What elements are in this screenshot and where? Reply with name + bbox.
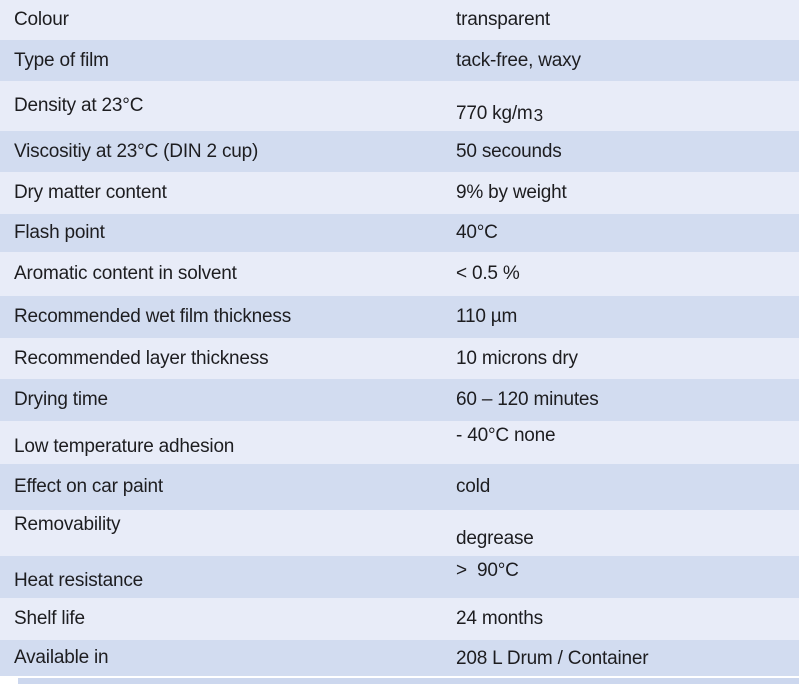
- property-label: Aromatic content in solvent: [14, 263, 237, 285]
- table-row: Heat resistance > 90°C: [0, 556, 799, 598]
- property-value: 50 secounds: [456, 140, 562, 162]
- property-label: Dry matter content: [14, 182, 167, 204]
- property-value: 10 microns dry: [456, 347, 578, 369]
- property-value: - 40°C none: [456, 425, 556, 446]
- table-row: Low temperature adhesion - 40°C none: [0, 421, 799, 464]
- table-row: Viscositiy at 23°C (DIN 2 cup) 50 secoun…: [0, 131, 799, 172]
- table-row: Recommended wet film thickness 110 µm: [0, 296, 799, 338]
- property-value: cold: [456, 476, 491, 498]
- property-label: Heat resistance: [14, 570, 144, 592]
- property-value: degrease: [456, 528, 534, 550]
- property-value: tack-free, waxy: [456, 49, 581, 71]
- property-label: Low temperature adhesion: [14, 436, 235, 458]
- property-label: Effect on car paint: [14, 476, 163, 498]
- property-value: 9% by weight: [456, 182, 567, 204]
- table-row: Shelf life 24 months: [0, 598, 799, 640]
- property-value: 24 months: [456, 608, 543, 630]
- property-label: Shelf life: [14, 608, 85, 630]
- table-row: Recommended layer thickness 10 microns d…: [0, 338, 799, 379]
- table-row: Dry matter content 9% by weight: [0, 172, 799, 214]
- property-value: 770 kg/m 3: [456, 103, 543, 126]
- property-label: Flash point: [14, 222, 105, 244]
- table-row: Effect on car paint cold: [0, 464, 799, 510]
- property-label: Recommended wet film thickness: [14, 306, 291, 328]
- property-value: < 0.5 %: [456, 263, 520, 285]
- property-label: Recommended layer thickness: [14, 347, 269, 369]
- next-row-partial-band: [18, 678, 799, 684]
- table-row: Density at 23°C 770 kg/m 3: [0, 81, 799, 131]
- property-label: Viscositiy at 23°C (DIN 2 cup): [14, 140, 259, 162]
- table-row: Type of film tack-free, waxy: [0, 40, 799, 81]
- table-row: Removability degrease: [0, 510, 799, 556]
- table-row: Aromatic content in solvent < 0.5 %: [0, 252, 799, 296]
- property-value: 110 µm: [456, 306, 518, 328]
- table-row: Drying time 60 – 120 minutes: [0, 379, 799, 421]
- property-label: Colour: [14, 9, 69, 31]
- property-value: 208 L Drum / Container: [456, 648, 649, 670]
- property-label: Available in: [14, 647, 109, 669]
- table-row: Available in 208 L Drum / Container: [0, 640, 799, 676]
- property-label: Removability: [14, 514, 121, 535]
- property-value: > 90°C: [456, 560, 519, 581]
- property-value: 60 – 120 minutes: [456, 389, 599, 411]
- property-label: Density at 23°C: [14, 95, 144, 117]
- property-label: Drying time: [14, 389, 108, 411]
- property-value: 40°C: [456, 222, 498, 244]
- property-value: transparent: [456, 9, 550, 31]
- table-row: Flash point 40°C: [0, 214, 799, 252]
- property-label: Type of film: [14, 49, 109, 71]
- table-row: Colour transparent: [0, 0, 799, 40]
